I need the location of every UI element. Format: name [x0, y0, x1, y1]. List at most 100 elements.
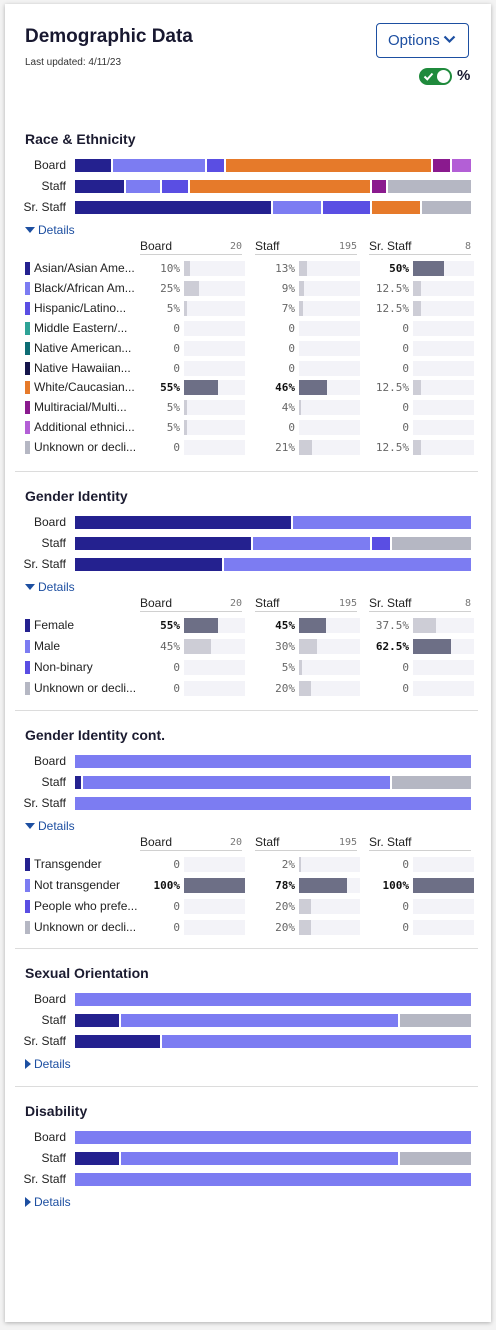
cell-value: 13%: [275, 262, 295, 275]
column-count: 20: [229, 241, 242, 252]
cell-value: 0: [173, 661, 180, 674]
bar-label: Staff: [41, 775, 66, 789]
cell-bar-fill: [184, 618, 218, 633]
cell-bar-track: [413, 380, 474, 396]
stacked-bar[interactable]: [75, 558, 471, 571]
bar-segment[interactable]: [391, 776, 471, 789]
bar-segment[interactable]: [75, 537, 252, 550]
row-label: Male: [34, 639, 61, 653]
details-toggle[interactable]: Details: [25, 1195, 71, 1209]
bar-segment[interactable]: [372, 180, 386, 193]
bar-segment[interactable]: [75, 797, 471, 810]
cell-bar-track: [299, 280, 360, 296]
bar-segment[interactable]: [292, 516, 471, 529]
details-toggle[interactable]: Details: [25, 580, 75, 594]
bar-segment[interactable]: [75, 180, 125, 193]
stacked-bar[interactable]: [75, 1131, 471, 1144]
cell-bar-track: [413, 320, 474, 336]
stacked-bar[interactable]: [75, 1014, 471, 1027]
cell-value: 0: [173, 321, 180, 335]
bar-segment[interactable]: [75, 1014, 119, 1027]
stacked-bar[interactable]: [75, 1035, 471, 1048]
cell-value: 2%: [281, 858, 295, 871]
stacked-bar[interactable]: [75, 993, 471, 1006]
bar-segment[interactable]: [387, 180, 471, 193]
legend-swatch: [25, 421, 30, 435]
bar-segment[interactable]: [225, 159, 432, 172]
cell-bar-fill: [299, 380, 328, 396]
bar-segment[interactable]: [162, 180, 188, 193]
bar-segment[interactable]: [433, 159, 451, 172]
bar-segment[interactable]: [75, 993, 471, 1006]
bar-segment[interactable]: [82, 776, 390, 789]
table-row: Multiracial/Multi... 5% 4% 0: [5, 398, 491, 418]
bar-segment[interactable]: [162, 1035, 471, 1048]
header-rule: [255, 850, 357, 851]
bar-segment[interactable]: [126, 180, 161, 193]
bar-segment[interactable]: [75, 755, 471, 768]
bar-segment[interactable]: [372, 201, 420, 214]
legend-swatch: [25, 661, 30, 674]
bar-label: Staff: [41, 1151, 66, 1165]
stacked-bar[interactable]: [75, 201, 471, 214]
bar-segment[interactable]: [273, 201, 321, 214]
options-button[interactable]: Options: [376, 23, 469, 58]
cell-value: 21%: [275, 441, 295, 455]
cell-bar-fill: [299, 660, 303, 675]
stacked-bar[interactable]: [75, 797, 471, 810]
bar-segment[interactable]: [75, 558, 222, 571]
bar-segment[interactable]: [75, 1173, 471, 1186]
row-label: White/Caucasian...: [34, 380, 135, 395]
details-toggle[interactable]: Details: [25, 223, 75, 237]
cell-value: 5%: [166, 301, 180, 315]
stacked-bar[interactable]: [75, 1152, 471, 1165]
bar-segment[interactable]: [75, 1131, 471, 1144]
cell-value: 0: [402, 682, 409, 695]
bar-segment[interactable]: [399, 1014, 471, 1027]
cell-bar-fill: [413, 618, 436, 633]
details-toggle[interactable]: Details: [25, 1057, 71, 1071]
cell-bar-fill: [299, 857, 301, 872]
bar-segment[interactable]: [75, 776, 81, 789]
bar-segment[interactable]: [75, 1035, 161, 1048]
details-toggle[interactable]: Details: [25, 819, 75, 833]
bar-segment[interactable]: [399, 1152, 471, 1165]
bar-segment[interactable]: [322, 201, 370, 214]
stacked-bar[interactable]: [75, 1173, 471, 1186]
stacked-bar[interactable]: [75, 180, 471, 193]
bar-segment[interactable]: [75, 159, 111, 172]
legend-swatch: [25, 401, 30, 415]
bar-segment[interactable]: [372, 537, 390, 550]
bar-segment[interactable]: [421, 201, 471, 214]
bar-segment[interactable]: [75, 1152, 119, 1165]
section-title: Disability: [25, 1103, 88, 1119]
bar-segment[interactable]: [75, 201, 271, 214]
bar-segment[interactable]: [112, 159, 205, 172]
bar-segment[interactable]: [391, 537, 471, 550]
cell-bar-track: [299, 920, 360, 935]
bar-segment[interactable]: [253, 537, 370, 550]
cell-bar-track: [184, 420, 245, 436]
legend-swatch: [25, 879, 30, 892]
table-row: Male 45% 30% 62.5%: [5, 637, 491, 657]
row-label: Unknown or decli...: [34, 681, 137, 695]
bar-segment[interactable]: [189, 180, 370, 193]
percent-toggle[interactable]: [419, 68, 452, 85]
bar-segment[interactable]: [452, 159, 471, 172]
stacked-bar[interactable]: [75, 537, 471, 550]
bar-segment[interactable]: [223, 558, 471, 571]
bar-segment[interactable]: [207, 159, 224, 172]
stacked-bar[interactable]: [75, 516, 471, 529]
bar-segment[interactable]: [120, 1152, 398, 1165]
bar-segment[interactable]: [75, 516, 291, 529]
stacked-bar[interactable]: [75, 159, 471, 172]
cell-bar-track: [299, 300, 360, 316]
legend-swatch: [25, 640, 30, 653]
bar-segment[interactable]: [120, 1014, 398, 1027]
stacked-bar[interactable]: [75, 755, 471, 768]
cell-bar-fill: [299, 878, 347, 893]
page-title: Demographic Data: [25, 26, 193, 47]
table-row: Native American... 0 0 0: [5, 339, 491, 359]
stacked-bar[interactable]: [75, 776, 471, 789]
cell-bar-track: [413, 440, 474, 456]
